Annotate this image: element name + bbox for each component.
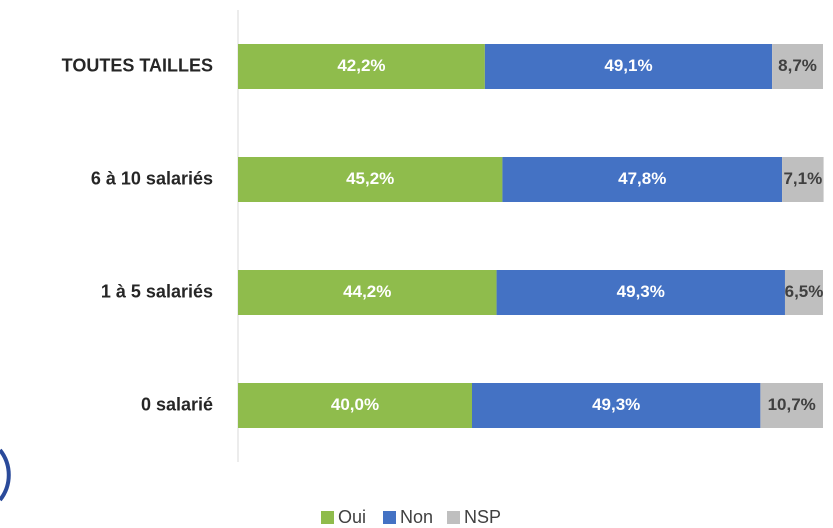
value-label: 6,5% xyxy=(785,282,824,301)
legend-label: Oui xyxy=(338,507,366,527)
bar-segment xyxy=(238,383,472,428)
category-label: 6 à 10 salariés xyxy=(91,168,213,188)
bar-segment xyxy=(772,44,823,89)
value-label: 8,7% xyxy=(778,56,817,75)
bar-segment xyxy=(784,270,823,315)
legend-label: NSP xyxy=(464,507,501,527)
legend-label: Non xyxy=(400,507,433,527)
value-label: 49,3% xyxy=(617,282,665,301)
category-label: 0 salarié xyxy=(141,394,213,414)
bar-segment xyxy=(782,157,824,202)
value-label: 7,1% xyxy=(783,169,822,188)
value-label: 44,2% xyxy=(343,282,391,301)
legend-swatch xyxy=(447,511,460,524)
legend-swatch xyxy=(321,511,334,524)
bar-segment xyxy=(238,157,503,202)
bar-segment xyxy=(238,270,497,315)
value-label: 49,1% xyxy=(604,56,652,75)
legend-swatch xyxy=(383,511,396,524)
bar-segment xyxy=(238,44,485,89)
value-label: 49,3% xyxy=(592,395,640,414)
decoration xyxy=(0,448,11,502)
category-label: TOUTES TAILLES xyxy=(62,55,213,75)
value-label: 45,2% xyxy=(346,169,394,188)
value-label: 10,7% xyxy=(768,395,816,414)
value-label: 40,0% xyxy=(331,395,379,414)
bar-segment xyxy=(496,270,785,315)
value-label: 47,8% xyxy=(618,169,666,188)
bar-segment xyxy=(484,44,773,89)
bar-segment xyxy=(502,157,783,202)
category-label: 1 à 5 salariés xyxy=(101,281,213,301)
bar-segment xyxy=(472,383,761,428)
value-label: 42,2% xyxy=(337,56,385,75)
bar-segment xyxy=(760,383,823,428)
